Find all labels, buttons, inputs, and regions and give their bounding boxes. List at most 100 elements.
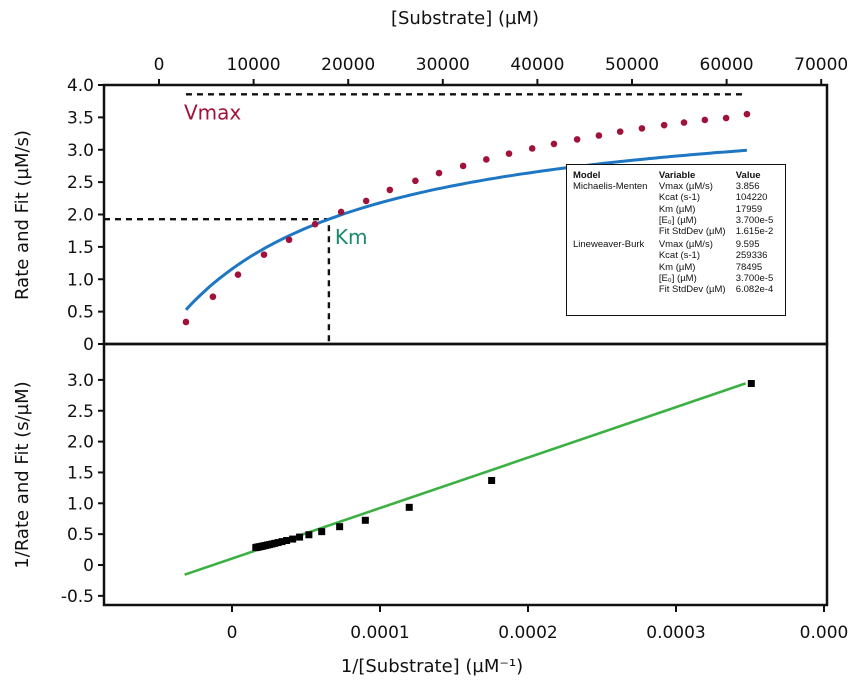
michaelis-menten-panel: 0 10000 20000 30000 40000 50000 60000 70000 0 0.… bbox=[12, 8, 848, 355]
inverse-rate-point bbox=[361, 516, 369, 524]
fit-results-row: [E₀] (µM) 3.700e-5 bbox=[573, 215, 779, 226]
fit-results-value: 6.082e-4 bbox=[735, 284, 774, 296]
rate-point bbox=[616, 128, 624, 135]
inverse-rate-point bbox=[488, 476, 496, 484]
fit-results-variable: Km (µM) bbox=[658, 203, 696, 215]
bottom-y-tick-label: 2.0 bbox=[67, 433, 94, 453]
rate-point bbox=[680, 119, 688, 126]
km-label: Km bbox=[335, 225, 368, 249]
fit-results-value: 259336 bbox=[735, 250, 768, 262]
rate-point bbox=[260, 251, 268, 258]
top-y-tick-label: 1.0 bbox=[67, 270, 94, 290]
top-y-tick-label: 4.0 bbox=[67, 76, 94, 96]
fit-results-variable: Kcat (s-1) bbox=[658, 250, 701, 262]
top-x-tick-label: 40000 bbox=[510, 55, 564, 75]
fit-results-model: Lineweaver-Burk bbox=[573, 239, 645, 251]
top-y-tick-label: 2.0 bbox=[67, 206, 94, 226]
rate-point bbox=[182, 318, 190, 326]
fit-results-row: Km (µM) 78495 bbox=[573, 262, 779, 273]
inverse-rate-points bbox=[252, 380, 755, 552]
rate-point bbox=[550, 140, 558, 148]
bottom-x-tick-label: 0.0003 bbox=[646, 623, 705, 643]
bottom-y-tick-label: 1.0 bbox=[67, 494, 94, 514]
fit-results-value: 9.595 bbox=[735, 239, 760, 251]
bottom-y-tick-label: 0.5 bbox=[67, 525, 94, 545]
fit-results-value: 1.615e-2 bbox=[735, 226, 774, 238]
fit-results-row: Fit StdDev (µM) 6.082e-4 bbox=[573, 284, 779, 295]
top-y-tick-label: 1.5 bbox=[67, 238, 94, 258]
fit-results-model bbox=[573, 262, 659, 273]
rate-point bbox=[412, 177, 419, 185]
inverse-rate-point bbox=[289, 535, 297, 543]
fit-results-variable: Vmax (µM/s) bbox=[658, 239, 713, 251]
inverse-rate-point bbox=[747, 380, 755, 388]
fit-results-row: [E₀] (µM) 3.700e-5 bbox=[573, 273, 779, 284]
rate-point bbox=[483, 156, 490, 163]
rate-point bbox=[638, 125, 646, 132]
bottom-plot-frame bbox=[102, 342, 829, 607]
bottom-y-axis: -0.5 0 0.5 1.0 1.5 2.0 2.5 3.0 bbox=[61, 371, 104, 607]
fit-results-row: Km (µM) 17959 bbox=[573, 204, 779, 215]
bottom-x-axis: 0 0.0001 0.0002 0.0003 0.000 bbox=[227, 605, 849, 643]
rate-point bbox=[386, 186, 394, 194]
bottom-y-tick-label: -0.5 bbox=[61, 587, 94, 607]
inverse-rate-point bbox=[336, 523, 344, 531]
fit-results-model bbox=[573, 226, 659, 237]
inverse-rate-point bbox=[305, 531, 313, 539]
fit-results-value: 3.700e-5 bbox=[735, 214, 774, 226]
fit-results-value: 3.856 bbox=[735, 181, 760, 193]
bottom-x-tick-label: 0.000 bbox=[800, 623, 849, 643]
top-x-axis: 0 10000 20000 30000 40000 50000 60000 70000 bbox=[154, 55, 848, 85]
rate-point bbox=[573, 136, 581, 143]
bottom-x-tick-label: 0.0001 bbox=[350, 623, 409, 643]
rate-point bbox=[722, 114, 730, 122]
rate-point bbox=[528, 145, 536, 152]
inverse-rate-point bbox=[318, 528, 326, 536]
fit-results-row: Fit StdDev (µM) 1.615e-2 bbox=[573, 226, 779, 237]
fit-results-row: Michaelis-Menten Vmax (µM/s) 3.856 bbox=[573, 181, 779, 192]
inverse-rate-point bbox=[252, 544, 260, 552]
fit-results-value: 3.700e-5 bbox=[735, 272, 774, 284]
fit-results-header: Model Variable Value bbox=[573, 170, 779, 181]
rate-points bbox=[182, 110, 751, 326]
rate-point bbox=[701, 116, 709, 124]
bottom-x-tick-label: 0.0002 bbox=[498, 623, 557, 643]
fit-results-table: Model Variable Value Michaelis-Menten Vma… bbox=[566, 164, 786, 316]
header-model: Model bbox=[573, 170, 601, 181]
top-x-tick-label: 10000 bbox=[227, 55, 281, 75]
top-x-tick-label: 70000 bbox=[794, 55, 848, 75]
top-x-axis-title: [Substrate] (µM) bbox=[391, 8, 539, 29]
header-value: Value bbox=[735, 170, 761, 181]
fit-results-model bbox=[573, 192, 659, 203]
rate-point bbox=[595, 132, 603, 139]
bottom-x-axis-title: 1/[Substrate] (µM⁻¹) bbox=[341, 656, 523, 677]
fit-results-value: 17959 bbox=[735, 203, 763, 215]
top-x-tick-label: 20000 bbox=[321, 55, 375, 75]
rate-point bbox=[505, 150, 513, 157]
bottom-y-axis-title: 1/Rate and Fit (s/µM) bbox=[12, 381, 33, 568]
rate-point bbox=[362, 197, 370, 205]
rate-point bbox=[285, 236, 293, 244]
vmax-label: Vmax bbox=[184, 100, 241, 124]
fit-results-model bbox=[573, 284, 659, 295]
inverse-rate-point bbox=[296, 533, 304, 541]
bottom-x-tick-label: 0 bbox=[227, 623, 238, 643]
fit-results-variable: Fit StdDev (µM) bbox=[658, 284, 726, 296]
fit-results-variable: [E₀] (µM) bbox=[658, 272, 697, 284]
rate-point bbox=[311, 220, 319, 228]
top-y-tick-label: 0.5 bbox=[67, 303, 94, 323]
top-x-tick-label: 50000 bbox=[605, 55, 659, 75]
rate-point bbox=[337, 208, 345, 216]
top-y-axis-title: Rate and Fit (µM/s) bbox=[12, 130, 33, 300]
fit-results-model: Michaelis-Menten bbox=[573, 181, 648, 193]
rate-point bbox=[660, 121, 668, 129]
inverse-rate-point bbox=[405, 503, 413, 511]
header-variable: Variable bbox=[658, 170, 696, 181]
inverse-rate-point bbox=[278, 538, 286, 546]
fit-results-row: Kcat (s-1) 259336 bbox=[573, 250, 779, 261]
bottom-y-tick-label: 3.0 bbox=[67, 371, 94, 391]
bottom-y-tick-label: 0 bbox=[83, 556, 94, 576]
inverse-rate-point bbox=[283, 537, 291, 545]
top-y-tick-label: 0 bbox=[83, 335, 94, 355]
